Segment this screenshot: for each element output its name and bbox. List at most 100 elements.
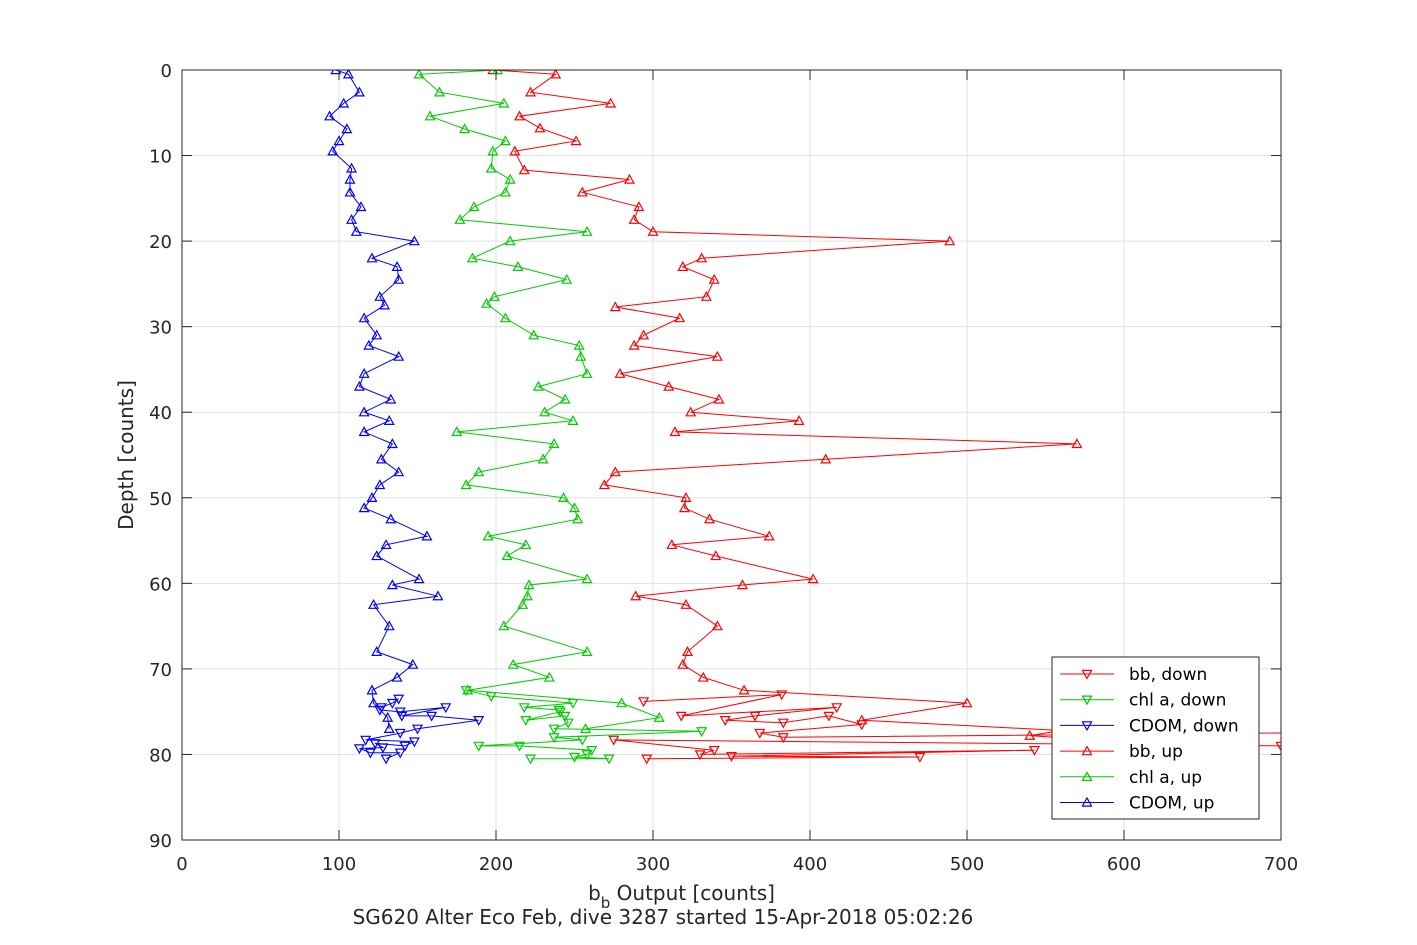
data-point bbox=[567, 415, 579, 425]
legend-item-bb-up: bb, up bbox=[1060, 742, 1183, 762]
data-point bbox=[385, 513, 397, 524]
data-point bbox=[344, 186, 356, 197]
x-tick-label: 500 bbox=[950, 854, 984, 875]
y-tick-label: 70 bbox=[149, 660, 172, 681]
y-tick-label: 60 bbox=[149, 574, 172, 595]
data-point bbox=[462, 684, 474, 695]
data-point bbox=[371, 550, 383, 561]
data-point bbox=[856, 714, 868, 725]
data-point bbox=[581, 573, 593, 584]
data-point bbox=[499, 312, 511, 323]
data-point bbox=[557, 492, 570, 502]
data-point bbox=[460, 479, 472, 490]
data-point bbox=[487, 145, 499, 156]
data-point bbox=[520, 539, 532, 550]
data-point bbox=[380, 754, 392, 765]
data-point bbox=[517, 598, 529, 609]
data-point bbox=[856, 720, 868, 731]
data-point bbox=[353, 744, 365, 755]
data-point bbox=[711, 350, 723, 361]
x-tick-label: 400 bbox=[793, 854, 827, 875]
data-point bbox=[763, 530, 775, 541]
data-point bbox=[568, 752, 581, 763]
data-point bbox=[559, 393, 571, 404]
data-point bbox=[581, 750, 593, 761]
data-point bbox=[473, 716, 485, 726]
series-line-cdom-up bbox=[328, 70, 439, 729]
data-point bbox=[492, 70, 504, 75]
data-point bbox=[366, 684, 378, 695]
data-point bbox=[548, 724, 560, 735]
data-point bbox=[488, 290, 500, 301]
data-point bbox=[572, 513, 584, 524]
data-point bbox=[327, 145, 339, 156]
data-point bbox=[776, 690, 788, 701]
data-point bbox=[341, 123, 353, 134]
data-point bbox=[570, 135, 582, 146]
data-point bbox=[561, 273, 573, 284]
data-point bbox=[663, 380, 675, 391]
data-point bbox=[504, 173, 516, 184]
legend-marker bbox=[1081, 695, 1093, 706]
data-point bbox=[685, 406, 697, 417]
data-point bbox=[454, 213, 466, 224]
data-point bbox=[363, 339, 375, 350]
data-point bbox=[793, 415, 805, 425]
y-tick-label: 10 bbox=[149, 147, 172, 168]
data-point bbox=[358, 312, 370, 323]
data-point bbox=[638, 697, 650, 708]
series-bb-down bbox=[608, 690, 1281, 765]
legend-label: bb, up bbox=[1129, 742, 1183, 762]
data-point bbox=[749, 711, 761, 722]
data-point bbox=[509, 145, 521, 156]
data-point bbox=[482, 530, 494, 541]
data-point bbox=[355, 201, 367, 212]
data-point bbox=[738, 684, 750, 695]
series-line-chl-a-down bbox=[466, 689, 702, 760]
data-point bbox=[377, 743, 389, 754]
data-point bbox=[426, 711, 438, 722]
data-point bbox=[682, 646, 694, 656]
data-point bbox=[609, 466, 621, 477]
series-bb-up bbox=[487, 70, 1099, 745]
data-point bbox=[630, 590, 642, 601]
data-point bbox=[394, 728, 406, 739]
data-point bbox=[704, 513, 716, 524]
data-point bbox=[608, 735, 620, 746]
legend-label: chl a, down bbox=[1129, 691, 1226, 711]
data-point bbox=[346, 162, 358, 173]
series-layer bbox=[324, 70, 1281, 765]
data-point bbox=[623, 173, 635, 184]
data-point bbox=[725, 751, 738, 762]
data-point bbox=[677, 658, 689, 669]
data-point bbox=[568, 502, 581, 513]
data-point bbox=[575, 350, 587, 361]
data-point bbox=[499, 135, 511, 146]
data-point bbox=[697, 671, 709, 682]
data-point bbox=[374, 290, 386, 301]
data-point bbox=[407, 658, 419, 669]
data-point bbox=[581, 225, 593, 236]
data-point bbox=[498, 97, 510, 108]
data-point bbox=[451, 426, 463, 437]
data-point bbox=[719, 716, 731, 726]
data-point bbox=[369, 739, 381, 750]
data-point bbox=[700, 290, 712, 301]
data-point bbox=[333, 135, 345, 146]
data-point bbox=[521, 590, 533, 601]
data-point bbox=[344, 173, 356, 184]
data-point bbox=[711, 620, 723, 631]
x-tick-label: 200 bbox=[479, 854, 513, 875]
data-point bbox=[534, 122, 546, 133]
data-point bbox=[368, 598, 380, 609]
data-point bbox=[440, 703, 452, 714]
data-point bbox=[394, 748, 406, 759]
data-point bbox=[605, 97, 617, 108]
data-point bbox=[393, 273, 405, 284]
data-point bbox=[677, 261, 689, 271]
y-tick-label: 0 bbox=[161, 61, 172, 82]
y-axis-label: Depth [counts] bbox=[114, 380, 138, 530]
data-point bbox=[539, 406, 551, 417]
legend-marker bbox=[1081, 796, 1093, 807]
legend-label: bb, down bbox=[1129, 665, 1207, 685]
